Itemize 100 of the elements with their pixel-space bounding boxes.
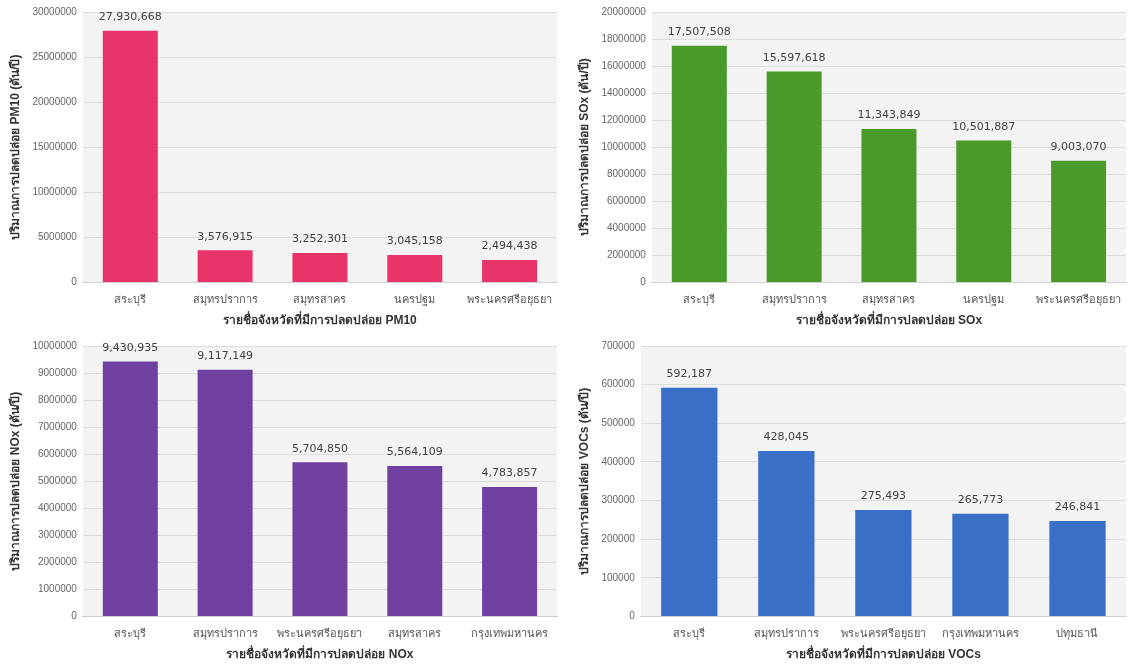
y-tick-label: 500000 — [601, 417, 636, 429]
y-tick-label: 4000000 — [606, 222, 647, 234]
y-tick-label: 8000000 — [606, 167, 647, 179]
bar — [766, 71, 822, 282]
data-label: 10,501,887 — [952, 119, 1016, 133]
x-tick-label: สระบุรี — [683, 293, 716, 307]
y-tick-label: 20000000 — [32, 95, 78, 107]
x-axis-title: รายชื่อจังหวัดที่มีการปลดปล่อย NOx — [226, 645, 414, 662]
y-tick-label: 5000000 — [37, 474, 78, 486]
y-tick-label: 12000000 — [601, 113, 647, 125]
x-tick-label: สมุทรสาคร — [862, 293, 916, 307]
x-tick-label: นครปฐม — [394, 293, 436, 307]
bar — [102, 361, 158, 616]
x-tick-label: สระบุรี — [114, 293, 147, 307]
bar — [758, 451, 815, 616]
y-tick-label: 6000000 — [37, 447, 78, 459]
y-tick-label: 300000 — [601, 494, 636, 506]
y-tick-label: 0 — [640, 276, 647, 288]
y-tick-label: 16000000 — [601, 59, 647, 71]
data-label: 3,252,301 — [291, 232, 348, 246]
bar — [387, 254, 443, 282]
bar — [197, 250, 253, 282]
data-label: 265,773 — [957, 493, 1004, 507]
x-tick-label: สมุทรสาคร — [388, 627, 442, 641]
y-tick-label: 10000000 — [32, 186, 78, 198]
y-tick-label: 400000 — [601, 455, 636, 467]
bar — [197, 369, 253, 616]
x-tick-label: สมุทรปราการ — [192, 627, 258, 641]
y-tick-label: 4000000 — [37, 501, 78, 513]
x-tick-label: สมุทรปราการ — [753, 627, 819, 641]
x-tick-label: สมุทรปราการ — [761, 293, 827, 307]
y-axis-title: ปริมาณการปลดปล่อย VOCs (ตัน/ปี) — [576, 387, 591, 575]
bar — [1049, 521, 1106, 616]
x-tick-label: พระนครศรีอยุธยา — [840, 627, 926, 641]
y-tick-label: 30000000 — [32, 5, 78, 17]
x-axis-title: รายชื่อจังหวัดที่มีการปลดปล่อย SOx — [795, 311, 983, 328]
y-tick-label: 8000000 — [37, 393, 78, 405]
y-tick-label: 2000000 — [606, 249, 647, 261]
x-tick-label: สระบุรี — [673, 627, 706, 641]
data-label: 5,564,109 — [386, 445, 443, 459]
bar — [861, 129, 917, 282]
y-tick-label: 5000000 — [37, 231, 78, 243]
y-tick-label: 3000000 — [37, 529, 78, 541]
y-tick-label: 2000000 — [37, 556, 78, 568]
data-label: 5,704,850 — [291, 441, 348, 455]
y-tick-label: 18000000 — [601, 32, 647, 44]
data-label: 3,576,915 — [197, 229, 254, 243]
data-label: 592,187 — [666, 367, 713, 381]
data-label: 2,494,438 — [481, 239, 538, 253]
data-label: 17,507,508 — [667, 25, 731, 39]
y-tick-label: 0 — [629, 610, 636, 622]
bar — [952, 513, 1009, 616]
data-label: 15,597,618 — [762, 50, 826, 64]
bar — [661, 387, 718, 616]
x-tick-label: สระบุรี — [114, 627, 147, 641]
x-tick-label: กรุงเทพมหานคร — [471, 627, 549, 641]
x-axis-title: รายชื่อจังหวัดที่มีการปลดปล่อย VOCs — [785, 645, 982, 662]
y-tick-label: 9000000 — [37, 366, 78, 378]
x-tick-label: พระนครศรีอยุธยา — [467, 293, 553, 307]
data-label: 11,343,849 — [857, 108, 921, 122]
y-tick-label: 0 — [71, 610, 78, 622]
data-label: 27,930,668 — [98, 10, 162, 24]
bar — [671, 45, 727, 282]
x-tick-label: นครปฐม — [963, 293, 1005, 307]
x-tick-label: พระนครศรีอยุธยา — [277, 627, 363, 641]
y-axis-title: ปริมาณการปลดปล่อย PM10 (ตัน/ปี) — [7, 54, 22, 240]
data-label: 9,117,149 — [197, 349, 254, 363]
x-tick-label: ปทุมธานี — [1056, 627, 1099, 641]
y-tick-label: 100000 — [601, 571, 636, 583]
y-tick-label: 6000000 — [606, 195, 647, 207]
data-label: 4,783,857 — [481, 466, 538, 480]
bar — [482, 259, 538, 282]
data-label: 246,841 — [1054, 500, 1101, 514]
bar — [1051, 160, 1107, 282]
y-tick-label: 15000000 — [32, 140, 78, 152]
bar — [102, 30, 158, 282]
bar — [482, 487, 538, 616]
x-axis-title: รายชื่อจังหวัดที่มีการปลดปล่อย PM10 — [223, 311, 418, 328]
x-tick-label: สมุทรสาคร — [293, 293, 347, 307]
y-tick-label: 600000 — [601, 378, 636, 390]
data-label: 9,003,070 — [1050, 140, 1107, 154]
bar — [292, 462, 348, 616]
y-tick-label: 14000000 — [601, 86, 647, 98]
bar — [292, 253, 348, 282]
y-tick-label: 1000000 — [37, 583, 78, 595]
x-tick-label: สมุทรปราการ — [192, 293, 258, 307]
y-tick-label: 0 — [71, 276, 78, 288]
y-tick-label: 20000000 — [601, 5, 647, 17]
y-axis-title: ปริมาณการปลดปล่อย SOx (ตัน/ปี) — [576, 58, 591, 237]
data-label: 9,430,935 — [102, 340, 159, 354]
data-label: 275,493 — [860, 489, 907, 503]
bar — [855, 509, 912, 616]
x-tick-label: กรุงเทพมหานคร — [941, 627, 1019, 641]
data-label: 428,045 — [763, 430, 810, 444]
y-tick-label: 700000 — [601, 339, 636, 351]
bar — [956, 140, 1012, 282]
x-tick-label: พระนครศรีอยุธยา — [1036, 293, 1122, 307]
y-tick-label: 10000000 — [601, 140, 647, 152]
bar — [387, 465, 443, 616]
y-axis-title: ปริมาณการปลดปล่อย NOx (ตัน/ปี) — [7, 391, 22, 571]
